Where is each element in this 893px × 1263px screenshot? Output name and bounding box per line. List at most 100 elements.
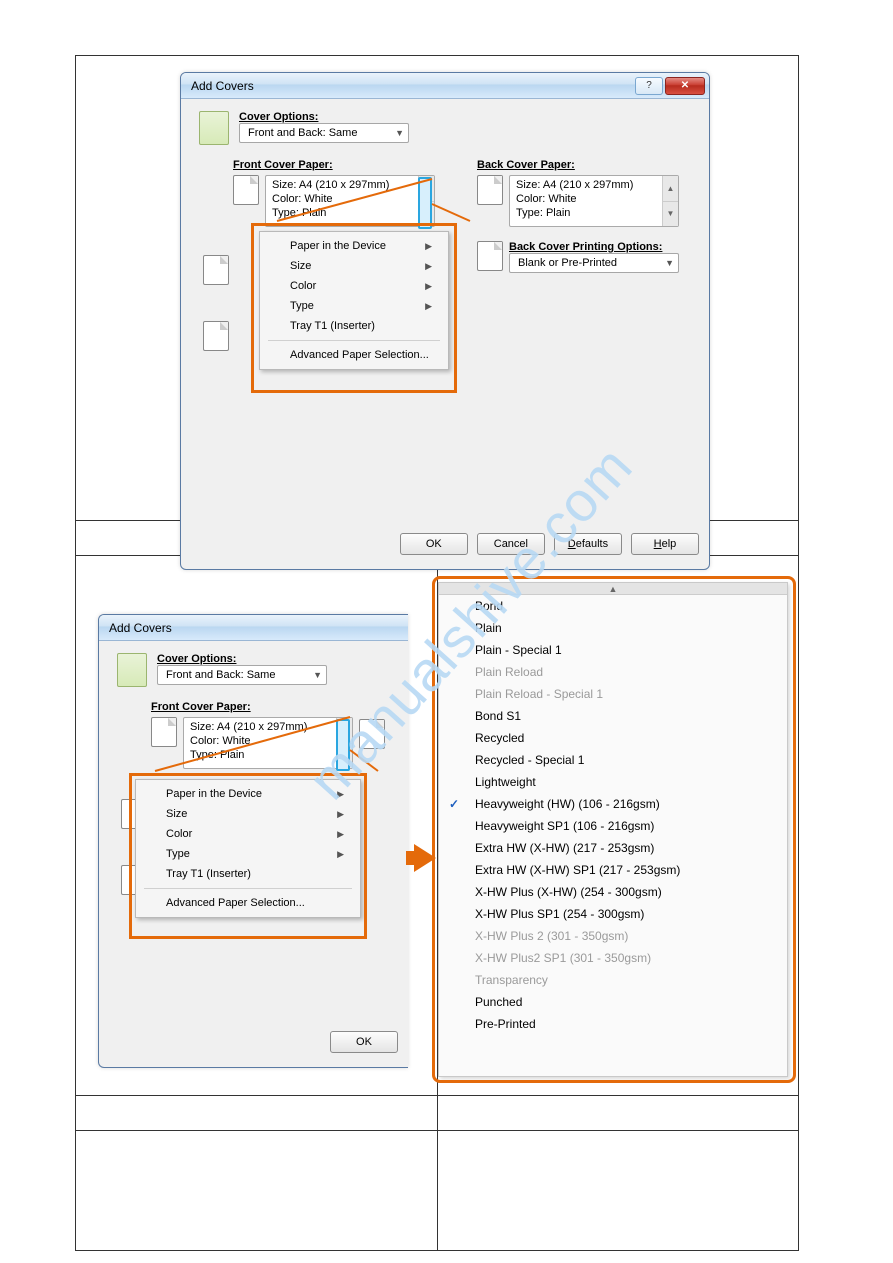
type-option[interactable]: Pre-Printed (439, 1013, 787, 1035)
ctx-tray[interactable]: Tray T1 (Inserter) (262, 316, 446, 336)
back-print-label: Back Cover Printing Options: (509, 241, 679, 253)
add-covers-dialog-cropped: Add Covers Cover Options: Front and Back… (98, 614, 408, 1068)
ctx-color[interactable]: Color▶ (262, 276, 446, 296)
back-paper-list[interactable]: Size: A4 (210 x 297mm) Color: White Type… (509, 175, 679, 227)
type-option-label: Transparency (475, 973, 548, 987)
type-option-label: Plain Reload (475, 665, 543, 679)
type-option: X-HW Plus2 SP1 (301 - 350gsm) (439, 947, 787, 969)
add-covers-dialog: Add Covers ? ✕ Cover Options: Front and … (180, 72, 710, 570)
ctx-advanced[interactable]: Advanced Paper Selection... (138, 893, 358, 913)
type-option[interactable]: X-HW Plus (X-HW) (254 - 300gsm) (439, 881, 787, 903)
paper-context-menu[interactable]: Paper in the Device▶ Size▶ Color▶ Type▶ … (135, 779, 361, 918)
paper-type-text: Type: Plain (516, 207, 656, 221)
type-option-label: Plain Reload - Special 1 (475, 687, 603, 701)
paper-size-text: Size: A4 (210 x 297mm) (516, 179, 656, 193)
type-option-label: Heavyweight SP1 (106 - 216gsm) (475, 819, 654, 833)
type-option[interactable]: Lightweight (439, 771, 787, 793)
ctx-type[interactable]: Type▶ (138, 844, 358, 864)
front-paper-label: Front Cover Paper: (151, 701, 371, 713)
dropdown-highlight (418, 177, 432, 229)
paper-size-text: Size: A4 (210 x 297mm) (272, 179, 412, 193)
paper-type-list[interactable]: ▲ Bond Plain Plain - Special 1 Plain Reload… (438, 582, 788, 1077)
type-option[interactable]: ✓ Heavyweight (HW) (106 - 216gsm) (439, 793, 787, 815)
chevron-down-icon: ▼ (395, 128, 404, 138)
separator (268, 340, 440, 341)
type-option-label: Lightweight (475, 775, 536, 789)
dialog-title: Add Covers (191, 79, 633, 93)
defaults-button[interactable]: Defaults (554, 533, 622, 555)
type-option[interactable]: Bond S1 (439, 705, 787, 727)
type-option[interactable]: Extra HW (X-HW) (217 - 253gsm) (439, 837, 787, 859)
check-icon: ✓ (449, 797, 459, 811)
front-paper-list[interactable]: Size: A4 (210 x 297mm) Color: White Type… (265, 175, 435, 227)
type-option-label: Bond (475, 599, 503, 613)
scrollbar[interactable]: ▲▼ (662, 176, 678, 226)
type-option[interactable]: Heavyweight SP1 (106 - 216gsm) (439, 815, 787, 837)
scroll-up-icon[interactable]: ▲ (439, 583, 787, 595)
covers-icon (199, 111, 229, 145)
ctx-type[interactable]: Type▶ (262, 296, 446, 316)
ctx-size[interactable]: Size▶ (138, 804, 358, 824)
paper-color-text: Color: White (190, 735, 330, 749)
cover-options-label: Cover Options: (157, 653, 327, 665)
type-option: X-HW Plus 2 (301 - 350gsm) (439, 925, 787, 947)
button-bar: OK (99, 1001, 408, 1067)
help-button[interactable]: Help (631, 533, 699, 555)
type-option[interactable]: Punched (439, 991, 787, 1013)
ctx-tray[interactable]: Tray T1 (Inserter) (138, 864, 358, 884)
help-icon[interactable]: ? (635, 77, 663, 95)
separator (144, 888, 352, 889)
type-option[interactable]: Recycled (439, 727, 787, 749)
ctx-color[interactable]: Color▶ (138, 824, 358, 844)
page-icon (359, 719, 385, 749)
paper-type-text: Type: Plain (190, 749, 330, 763)
type-option: Plain Reload - Special 1 (439, 683, 787, 705)
cover-options-combo[interactable]: Front and Back: Same ▼ (157, 665, 327, 685)
cover-options-combo[interactable]: Front and Back: Same ▼ (239, 123, 409, 143)
type-option-label: Plain (475, 621, 502, 635)
chevron-down-icon: ▼ (665, 258, 674, 268)
cover-options-value: Front and Back: Same (166, 669, 275, 681)
ctx-size[interactable]: Size▶ (262, 256, 446, 276)
chevron-down-icon: ▼ (313, 670, 322, 680)
paper-type-text: Type: Plain (272, 207, 412, 221)
front-paper-label: Front Cover Paper: (233, 159, 453, 171)
type-option[interactable]: Plain (439, 617, 787, 639)
type-option-label: X-HW Plus (X-HW) (254 - 300gsm) (475, 885, 662, 899)
ctx-paper-in-device[interactable]: Paper in the Device▶ (138, 784, 358, 804)
front-paper-list[interactable]: Size: A4 (210 x 297mm) Color: White Type… (183, 717, 353, 769)
type-option[interactable]: Bond (439, 595, 787, 617)
type-option-label: X-HW Plus 2 (301 - 350gsm) (475, 929, 628, 943)
type-option[interactable]: Extra HW (X-HW) SP1 (217 - 253gsm) (439, 859, 787, 881)
page-icon (151, 717, 177, 747)
type-option[interactable]: Recycled - Special 1 (439, 749, 787, 771)
type-option-label: Recycled (475, 731, 524, 745)
close-icon[interactable]: ✕ (665, 77, 705, 95)
titlebar[interactable]: Add Covers (99, 615, 408, 641)
type-option-label: Pre-Printed (475, 1017, 536, 1031)
type-option-label: Recycled - Special 1 (475, 753, 584, 767)
type-option-label: Extra HW (X-HW) SP1 (217 - 253gsm) (475, 863, 680, 877)
page-icon (203, 255, 229, 285)
type-option-label: Plain - Special 1 (475, 643, 562, 657)
dialog-title: Add Covers (109, 621, 404, 635)
cover-options-value: Front and Back: Same (248, 127, 357, 139)
cancel-button[interactable]: Cancel (477, 533, 545, 555)
type-option[interactable]: Plain - Special 1 (439, 639, 787, 661)
paper-context-menu[interactable]: Paper in the Device▶ Size▶ Color▶ Type▶ … (259, 231, 449, 370)
cover-options-label: Cover Options: (239, 111, 409, 123)
ok-button[interactable]: OK (330, 1031, 398, 1053)
paper-color-text: Color: White (516, 193, 656, 207)
paper-color-text: Color: White (272, 193, 412, 207)
ctx-paper-in-device[interactable]: Paper in the Device▶ (262, 236, 446, 256)
page-icon (233, 175, 259, 205)
titlebar[interactable]: Add Covers ? ✕ (181, 73, 709, 99)
page-icon (203, 321, 229, 351)
ok-button[interactable]: OK (400, 533, 468, 555)
type-option-label: X-HW Plus2 SP1 (301 - 350gsm) (475, 951, 651, 965)
ctx-advanced[interactable]: Advanced Paper Selection... (262, 345, 446, 365)
type-option[interactable]: X-HW Plus SP1 (254 - 300gsm) (439, 903, 787, 925)
type-option-label: Heavyweight (HW) (106 - 216gsm) (475, 797, 660, 811)
back-paper-label: Back Cover Paper: (477, 159, 697, 171)
back-print-combo[interactable]: Blank or Pre-Printed ▼ (509, 253, 679, 273)
